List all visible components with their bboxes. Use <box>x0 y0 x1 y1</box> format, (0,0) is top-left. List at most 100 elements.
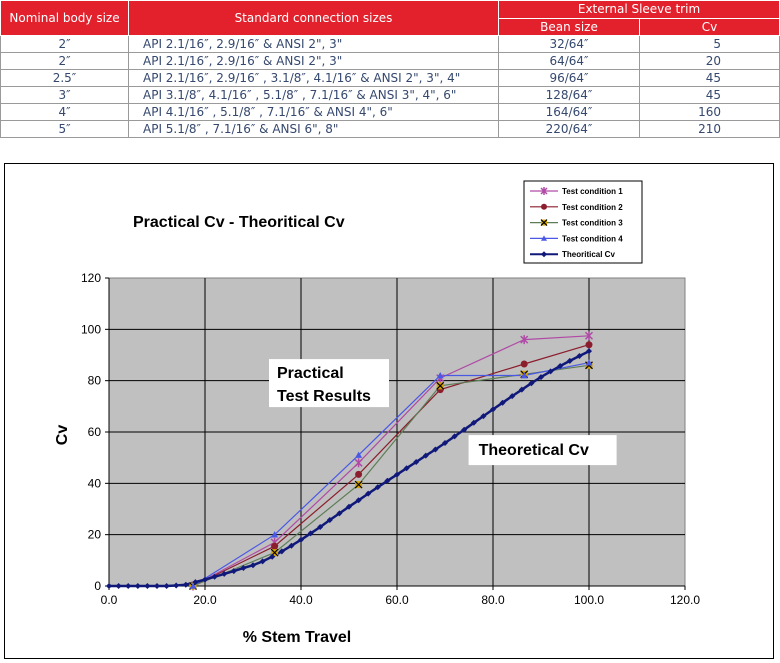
data-point <box>163 583 170 589</box>
data-point <box>106 583 112 589</box>
legend-label: Theoritical Cv <box>562 250 615 259</box>
cell-cv: 5 <box>639 35 780 53</box>
data-point <box>125 583 132 589</box>
cell-connections: API 3.1/8″, 4.1/16″ , 5.1/8″ , 7.1/16″ &… <box>128 86 499 104</box>
data-point <box>520 335 529 345</box>
data-point <box>584 331 594 341</box>
legend-label: Test condition 1 <box>562 187 623 196</box>
x-tick-label: 80.0 <box>481 593 505 607</box>
cell-connections: API 2.1/16″, 2.9/16″ , 3.1/8″, 4.1/16″ &… <box>128 69 499 87</box>
data-point <box>394 471 400 478</box>
table-row: 5″ API 5.1/8″ , 7.1/16″ & ANSI 6", 8" 22… <box>0 120 780 138</box>
cell-bean-size: 32/64″ <box>498 35 640 53</box>
y-tick-label: 100 <box>81 322 101 336</box>
annotation-test-results: Test Results <box>277 388 371 405</box>
data-point <box>442 440 448 447</box>
data-point <box>192 579 199 586</box>
y-tick-label: 60 <box>88 425 102 439</box>
legend-marker <box>540 187 548 195</box>
x-tick-label: 100.0 <box>574 593 604 607</box>
legend-entry: Test condition 1 <box>530 187 623 196</box>
header-nominal-body-size: Nominal body size <box>0 0 129 36</box>
y-tick-label: 40 <box>88 476 102 490</box>
x-tick-label: 120.0 <box>670 593 700 607</box>
legend-entry: Theoritical Cv <box>530 250 615 259</box>
connection-spec-table: Nominal body size Standard connection si… <box>0 0 780 138</box>
data-point <box>355 470 363 478</box>
data-point <box>230 568 237 575</box>
x-tick-label: 20.0 <box>193 593 217 607</box>
cell-bean-size: 164/64″ <box>498 103 640 121</box>
annotation-practical: Practical <box>277 365 344 382</box>
data-point <box>432 446 439 453</box>
cell-bean-size: 64/64″ <box>498 52 640 70</box>
table-row: 2″ API 2.1/16″, 2.9/16″ & ANSI 2", 3" 32… <box>0 35 780 53</box>
data-point <box>461 426 468 433</box>
y-tick-label: 120 <box>81 271 101 285</box>
data-point <box>134 583 141 589</box>
x-tick-label: 40.0 <box>289 593 313 607</box>
data-point <box>173 582 180 589</box>
data-point <box>271 531 279 538</box>
data-point <box>374 484 381 491</box>
annotation-box-theoretical <box>468 435 617 466</box>
data-point <box>221 570 228 577</box>
data-point <box>538 374 544 381</box>
data-point <box>326 517 333 524</box>
data-point <box>470 419 477 426</box>
series-line-4 <box>192 362 590 587</box>
series-line-2 <box>192 344 590 587</box>
chart-title: Practical Cv - Theoritical Cv <box>133 214 345 231</box>
data-point <box>336 510 343 517</box>
cell-bean-size: 128/64″ <box>498 86 640 104</box>
cell-cv: 160 <box>639 103 780 121</box>
data-point <box>422 452 429 459</box>
data-point <box>566 357 573 364</box>
data-point <box>189 582 197 589</box>
data-point <box>298 536 304 543</box>
legend-label: Test condition 2 <box>562 203 623 212</box>
y-tick-label: 80 <box>88 374 102 388</box>
data-point <box>271 542 279 550</box>
data-point <box>259 558 266 565</box>
data-point <box>278 548 285 555</box>
data-point <box>144 583 151 589</box>
cell-body-size: 2″ <box>0 35 129 53</box>
legend-entry: Test condition 3 <box>530 219 623 228</box>
data-point <box>346 503 352 510</box>
data-point <box>518 386 525 393</box>
header-external-sleeve-trim: External Sleeve trim <box>498 0 780 19</box>
data-point <box>355 497 362 504</box>
data-point <box>528 380 535 387</box>
y-axis-label: Cv <box>54 425 71 446</box>
data-point <box>520 372 528 379</box>
legend-entry: Test condition 4 <box>530 234 623 243</box>
data-point <box>269 553 276 560</box>
table-row: 4″ API 4.1/16″ , 5.1/8″ , 7.1/16″ & ANSI… <box>0 103 780 121</box>
y-tick-label: 0 <box>94 579 101 593</box>
legend-marker <box>541 235 547 241</box>
cell-bean-size: 220/64″ <box>498 120 640 138</box>
cell-body-size: 2″ <box>0 52 129 70</box>
data-point <box>384 477 391 484</box>
legend-marker <box>541 251 547 258</box>
table-row: 2″ API 2.1/16″, 2.9/16″ & ANSI 2", 3" 64… <box>0 52 780 70</box>
data-point <box>211 573 218 580</box>
data-point <box>354 458 363 468</box>
data-point <box>317 523 324 530</box>
data-point <box>413 459 420 466</box>
cell-body-size: 4″ <box>0 103 129 121</box>
data-point <box>557 363 564 370</box>
data-point <box>354 480 363 489</box>
cell-cv: 210 <box>639 120 780 138</box>
data-point <box>240 565 247 572</box>
header-cv: Cv <box>639 17 780 36</box>
cell-connections: API 4.1/16″ , 5.1/8″ , 7.1/16″ & ANSI 4"… <box>128 103 499 121</box>
cell-body-size: 5″ <box>0 120 129 138</box>
legend-label: Test condition 3 <box>562 219 623 228</box>
cell-connections: API 2.1/16″, 2.9/16″ & ANSI 2", 3" <box>128 52 499 70</box>
series-line-1 <box>192 335 590 587</box>
table-row: 3″ API 3.1/8″, 4.1/16″ , 5.1/8″ , 7.1/16… <box>0 86 780 104</box>
cell-body-size: 2.5″ <box>0 69 129 87</box>
data-point <box>509 393 516 400</box>
